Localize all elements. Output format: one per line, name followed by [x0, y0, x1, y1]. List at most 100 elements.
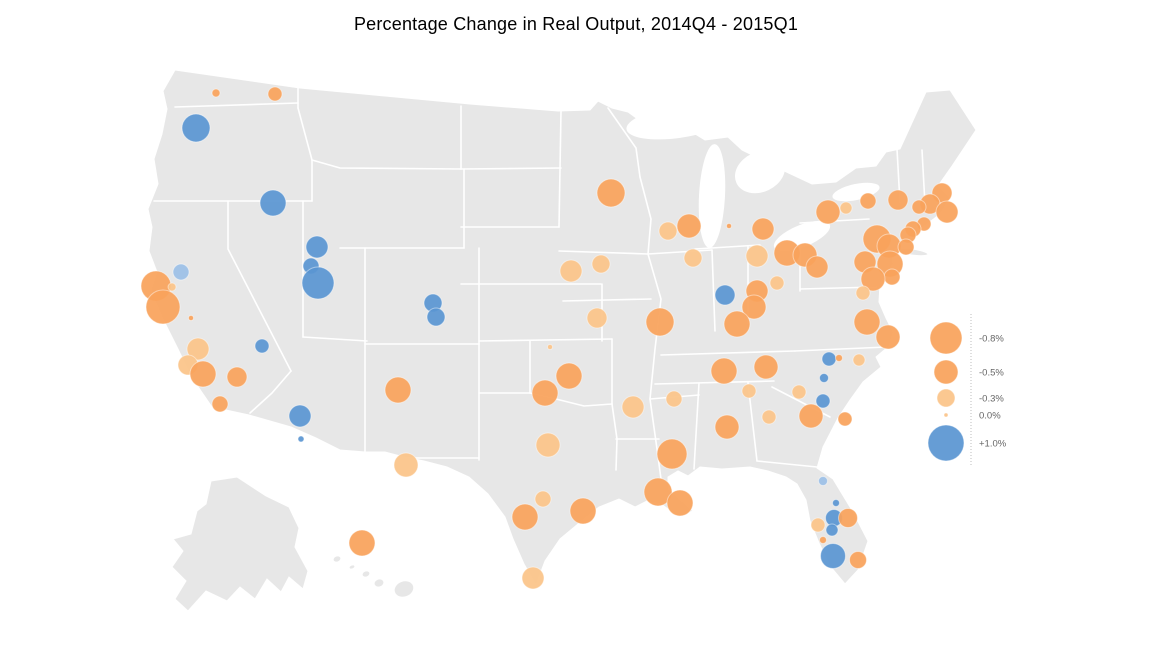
hawaii-islands: [332, 555, 415, 598]
map-bubble[interactable]: [859, 192, 877, 210]
map-bubble[interactable]: [297, 435, 305, 443]
map-bubble[interactable]: [145, 289, 181, 325]
map-bubble[interactable]: [860, 266, 886, 292]
map-bubble[interactable]: [839, 201, 853, 215]
map-bubble[interactable]: [726, 223, 732, 229]
legend-label: -0.3%: [979, 394, 1004, 405]
map-bubble[interactable]: [815, 393, 831, 409]
map-bubble[interactable]: [883, 268, 901, 286]
size-color-legend: -0.8% -0.5% -0.3% 0.0% +1.0%: [927, 314, 1007, 467]
map-bubble[interactable]: [835, 354, 843, 362]
map-bubble[interactable]: [818, 476, 828, 486]
map-bubble[interactable]: [586, 307, 608, 329]
map-bubble[interactable]: [666, 489, 694, 517]
lake-michigan: [698, 144, 726, 248]
map-bubble[interactable]: [188, 315, 194, 321]
map-bubble[interactable]: [301, 266, 335, 300]
map-bubble[interactable]: [591, 254, 611, 274]
legend-swatch: [927, 424, 965, 462]
map-bubble[interactable]: [852, 353, 866, 367]
map-bubble[interactable]: [849, 551, 867, 569]
map-bubble[interactable]: [348, 529, 376, 557]
lake-superior: [626, 104, 730, 140]
map-bubble[interactable]: [838, 508, 858, 528]
map-bubble[interactable]: [186, 337, 210, 361]
map-bubble[interactable]: [761, 409, 777, 425]
map-bubble[interactable]: [181, 113, 211, 143]
map-bubble[interactable]: [855, 285, 871, 301]
map-bubble[interactable]: [805, 255, 829, 279]
lake-huron: [734, 150, 786, 194]
map-bubble[interactable]: [259, 189, 287, 217]
map-bubble[interactable]: [535, 432, 561, 458]
map-bubble[interactable]: [753, 354, 779, 380]
map-bubble[interactable]: [676, 213, 702, 239]
legend-label: 0.0%: [979, 411, 1001, 422]
map-bubble[interactable]: [596, 178, 626, 208]
map-bubble[interactable]: [267, 86, 283, 102]
map-bubble[interactable]: [714, 414, 740, 440]
map-bubble[interactable]: [683, 248, 703, 268]
map-bubble[interactable]: [832, 499, 840, 507]
map-bubble[interactable]: [172, 263, 190, 281]
alaska-landmass: [171, 476, 309, 612]
map-bubble[interactable]: [820, 543, 846, 569]
map-bubble[interactable]: [798, 403, 824, 429]
map-bubble[interactable]: [837, 411, 853, 427]
map-bubble[interactable]: [534, 490, 552, 508]
map-bubble[interactable]: [935, 200, 959, 224]
map-bubble[interactable]: [658, 221, 678, 241]
map-bubble[interactable]: [569, 497, 597, 525]
bubble-layer: [140, 86, 959, 590]
legend-swatch: [943, 412, 949, 418]
map-bubble[interactable]: [810, 517, 826, 533]
map-bubble[interactable]: [211, 88, 221, 98]
map-bubble[interactable]: [769, 275, 785, 291]
map-bubble[interactable]: [853, 308, 881, 336]
us-basemap: [147, 67, 977, 612]
map-bubble[interactable]: [254, 338, 270, 354]
map-bubble[interactable]: [393, 452, 419, 478]
map-bubble[interactable]: [521, 566, 545, 590]
map-bubble[interactable]: [710, 357, 738, 385]
map-bubble[interactable]: [511, 503, 539, 531]
map-bubble[interactable]: [656, 438, 688, 470]
map-bubble[interactable]: [531, 379, 559, 407]
map-bubble[interactable]: [426, 307, 446, 327]
map-bubble[interactable]: [621, 395, 645, 419]
map-bubble[interactable]: [643, 477, 673, 507]
map-bubble[interactable]: [226, 366, 248, 388]
state-borders: [153, 67, 926, 480]
map-bubble[interactable]: [745, 244, 769, 268]
map-bubble[interactable]: [547, 344, 553, 350]
map-bubble[interactable]: [751, 217, 775, 241]
map-bubble[interactable]: [741, 383, 757, 399]
map-bubble[interactable]: [384, 376, 412, 404]
map-bubble[interactable]: [714, 284, 736, 306]
page-title: Percentage Change in Real Output, 2014Q4…: [353, 14, 799, 34]
map-bubble[interactable]: [665, 390, 683, 408]
map-bubble[interactable]: [167, 282, 177, 292]
map-bubble[interactable]: [911, 199, 927, 215]
map-bubble[interactable]: [819, 373, 829, 383]
map-bubble[interactable]: [645, 307, 675, 337]
map-bubble[interactable]: [815, 199, 841, 225]
map-bubble[interactable]: [897, 238, 915, 256]
map-bubble[interactable]: [741, 294, 767, 320]
map-bubble[interactable]: [723, 310, 751, 338]
map-bubble[interactable]: [189, 360, 217, 388]
map-bubble[interactable]: [211, 395, 229, 413]
map-bubble[interactable]: [825, 523, 839, 537]
map-bubble[interactable]: [555, 362, 583, 390]
legend-label: -0.8%: [979, 334, 1004, 345]
map-bubble[interactable]: [305, 235, 329, 259]
map-bubble[interactable]: [875, 324, 901, 350]
map-bubble[interactable]: [819, 536, 827, 544]
map-bubble[interactable]: [559, 259, 583, 283]
map-bubble[interactable]: [821, 351, 837, 367]
map-bubble[interactable]: [791, 384, 807, 400]
map-bubble[interactable]: [288, 404, 312, 428]
map-bubble[interactable]: [887, 189, 909, 211]
legend-swatch: [936, 388, 956, 408]
